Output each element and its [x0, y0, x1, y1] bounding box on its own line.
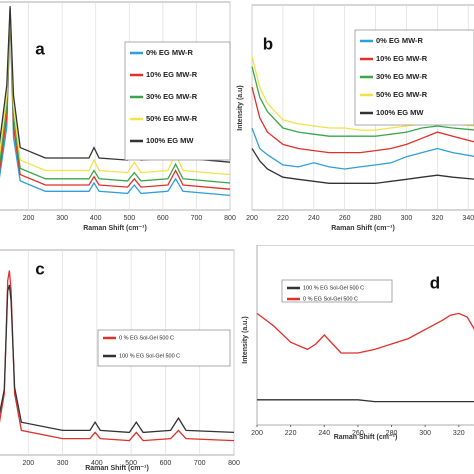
legend-label: 0 % EG Sol-Gel 500 C — [303, 296, 358, 302]
x-tick-label: 200 — [246, 215, 258, 222]
x-tick-label: 700 — [191, 215, 203, 222]
spectrum-line — [257, 399, 474, 403]
legend-label: 50% EG MW-R — [376, 90, 428, 99]
x-axis-label: Raman Shift (cm⁻¹) — [85, 465, 149, 472]
spectrum-line — [251, 86, 474, 154]
legend-label: 10% EG MW-R — [146, 70, 198, 79]
x-tick-label: 220 — [277, 215, 289, 222]
y-axis-label: Intensity (a.u.) — [242, 316, 249, 363]
legend-label: 0 % EG Sol-Gel 500 C — [119, 335, 174, 341]
x-tick-label: 500 — [123, 215, 135, 222]
legend-box — [97, 329, 231, 367]
x-tick-label: 400 — [91, 460, 103, 467]
x-axis-label: Raman Shift (cm⁻¹) — [83, 225, 147, 232]
spectrum-line — [251, 148, 474, 184]
x-tick-label: 800 — [228, 460, 240, 467]
legend-box — [281, 279, 393, 303]
x-tick-label: 340 — [462, 215, 474, 222]
panel-letter: b — [263, 34, 273, 53]
legend-label: 10% EG MW-R — [376, 54, 428, 63]
x-tick-label: 240 — [318, 430, 330, 437]
x-tick-label: 260 — [339, 215, 351, 222]
x-tick-label: 200 — [22, 460, 34, 467]
spectrum-line — [0, 284, 235, 434]
x-tick-label: 300 — [57, 460, 69, 467]
legend-label: 0% EG MW-R — [376, 36, 424, 45]
x-tick-label: 200 — [23, 215, 35, 222]
legend-box — [354, 29, 474, 126]
x-axis-label: Raman Shift (cm⁻¹) — [331, 225, 395, 232]
spectrum-line — [0, 270, 235, 442]
spectrum-line — [256, 312, 474, 354]
x-tick-label: 280 — [370, 215, 382, 222]
x-tick-label: 400 — [90, 215, 102, 222]
legend-label: 100% EG MW — [376, 108, 424, 117]
x-tick-label: 240 — [308, 215, 320, 222]
legend-label: 100 % EG Sol-Gel 500 C — [303, 285, 364, 291]
x-tick-label: 500 — [125, 460, 137, 467]
legend-label: 30% EG MW-R — [376, 72, 428, 81]
x-axis-label: Raman Shift (cm⁻¹) — [334, 434, 398, 441]
plot-area — [256, 245, 474, 426]
panel-letter: a — [35, 39, 45, 58]
x-tick-label: 320 — [432, 215, 444, 222]
spectrum-line — [251, 127, 474, 170]
spectrum-line — [251, 66, 474, 137]
x-tick-label: 600 — [160, 460, 172, 467]
panel-letter: d — [430, 273, 440, 292]
x-tick-label: 700 — [194, 460, 206, 467]
legend-label: 0% EG MW-R — [146, 48, 194, 57]
x-tick-label: 300 — [419, 430, 431, 437]
x-tick-label: 200 — [251, 430, 263, 437]
x-tick-label: 280 — [386, 430, 398, 437]
y-axis-label: Intensity (a.u) — [237, 85, 244, 131]
legend-label: 50% EG MW-R — [146, 114, 198, 123]
panel — [256, 245, 474, 427]
x-tick-label: 220 — [285, 430, 297, 437]
x-tick-label: 300 — [401, 215, 413, 222]
x-tick-label: 320 — [453, 430, 465, 437]
panel-letter: c — [35, 259, 44, 278]
legend-label: 100 % EG Sol-Gel 500 C — [119, 353, 180, 359]
legend-label: 30% EG MW-R — [146, 92, 198, 101]
x-tick-label: 260 — [352, 430, 364, 437]
x-tick-label: 300 — [56, 215, 68, 222]
legend-label: 100% EG MW — [146, 136, 194, 145]
x-tick-label: 800 — [224, 215, 236, 222]
x-tick-label: 600 — [157, 215, 169, 222]
